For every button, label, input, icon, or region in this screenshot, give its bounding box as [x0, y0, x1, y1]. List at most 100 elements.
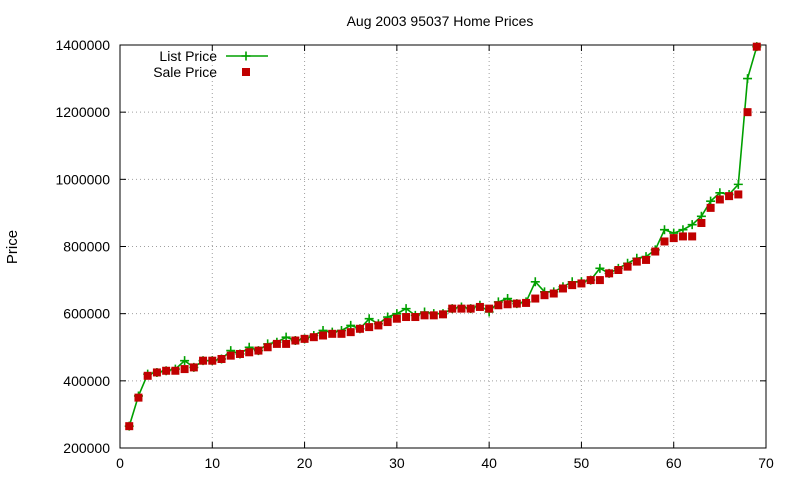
data-point [531, 294, 540, 303]
data-point [319, 331, 328, 340]
data-point [180, 356, 190, 366]
grid-layer [120, 45, 766, 448]
data-point [263, 343, 272, 352]
data-point [355, 324, 364, 333]
data-point [420, 311, 429, 320]
data-point [365, 323, 374, 332]
legend-marker [241, 51, 251, 61]
data-point [503, 300, 512, 309]
x-tick-label: 50 [574, 455, 590, 471]
data-point [595, 263, 605, 273]
x-tick-label: 20 [297, 455, 313, 471]
data-point [291, 336, 300, 345]
y-tick-label: 400000 [63, 373, 110, 389]
data-point [401, 304, 411, 314]
data-point [706, 203, 715, 212]
data-point [134, 393, 143, 402]
data-point [272, 339, 281, 348]
data-point [171, 366, 180, 375]
data-point [540, 291, 549, 300]
x-tick-label: 60 [666, 455, 682, 471]
data-point [743, 74, 753, 84]
data-point [688, 232, 697, 241]
data-point [235, 349, 244, 358]
y-tick-label: 1000000 [55, 171, 110, 187]
data-point [125, 422, 134, 431]
data-point [522, 298, 531, 307]
x-tick-label: 40 [481, 455, 497, 471]
data-point [457, 304, 466, 313]
data-point [752, 42, 761, 51]
data-point [614, 266, 623, 275]
x-tick-label: 70 [758, 455, 774, 471]
y-tick-label: 800000 [63, 239, 110, 255]
data-point [429, 311, 438, 320]
series-sale-price [125, 42, 761, 431]
data-point [337, 329, 346, 338]
data-point [374, 321, 383, 330]
data-point [568, 281, 577, 290]
data-point [282, 339, 291, 348]
data-point [411, 313, 420, 322]
legend-item-list-price: List Price [159, 48, 268, 64]
data-point [595, 276, 604, 285]
data-point [383, 318, 392, 327]
chart-title: Aug 2003 95037 Home Prices [347, 13, 534, 29]
data-point [687, 220, 697, 230]
data-point [715, 195, 724, 204]
data-point [254, 346, 263, 355]
legend-item-sale-price: Sale Price [153, 64, 250, 80]
series-line [128, 46, 758, 427]
data-point [494, 301, 503, 310]
series-list-price [124, 42, 762, 431]
data-point [549, 289, 558, 298]
legend-label: Sale Price [153, 64, 217, 80]
data-point [642, 255, 651, 264]
data-point [577, 279, 586, 288]
data-point [605, 269, 614, 278]
data-point [402, 313, 411, 322]
data-point [245, 348, 254, 357]
data-point [558, 284, 567, 293]
data-point [226, 351, 235, 360]
y-axis-label: Price [4, 230, 21, 264]
data-point [199, 356, 208, 365]
data-point [669, 234, 678, 243]
legend-marker [242, 68, 250, 76]
x-tick-label: 10 [204, 455, 220, 471]
data-point [328, 329, 337, 338]
data-point [346, 328, 355, 337]
data-point [208, 356, 217, 365]
data-point [300, 334, 309, 343]
data-point [743, 108, 752, 117]
data-point [678, 232, 687, 241]
y-tick-label: 200000 [63, 440, 110, 456]
data-point [512, 299, 521, 308]
data-point [364, 314, 374, 324]
data-point [152, 368, 161, 377]
x-tick-label: 0 [116, 455, 124, 471]
data-point [392, 314, 401, 323]
data-point [734, 190, 743, 199]
data-point [466, 304, 475, 313]
data-point [697, 218, 706, 227]
data-point [189, 363, 198, 372]
data-point [475, 302, 484, 311]
x-tick-label: 30 [389, 455, 405, 471]
data-point [143, 371, 152, 380]
data-point [309, 333, 318, 342]
data-point [530, 277, 540, 287]
data-point [660, 237, 669, 246]
y-tick-label: 1400000 [55, 37, 110, 53]
axes-layer: 0 10 20 30 40 50 60 70 200000 400000 600000 800000 1… [55, 37, 774, 471]
data-point [632, 257, 641, 266]
data-point [448, 304, 457, 313]
y-tick-label: 1200000 [55, 104, 110, 120]
data-point [725, 192, 734, 201]
data-point [439, 310, 447, 319]
y-tick-label: 600000 [63, 306, 110, 322]
series-layer [124, 42, 762, 431]
